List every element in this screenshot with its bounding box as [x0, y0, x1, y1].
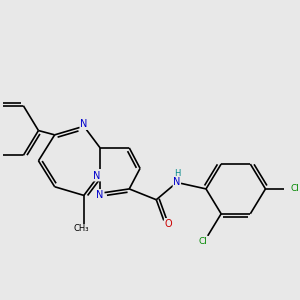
Text: N: N — [96, 190, 104, 200]
Text: O: O — [164, 218, 172, 229]
Text: Cl: Cl — [290, 184, 299, 194]
Text: Cl: Cl — [198, 237, 207, 246]
Text: N: N — [93, 171, 100, 181]
Text: N: N — [173, 177, 181, 188]
Text: H: H — [174, 169, 180, 178]
Text: CH₃: CH₃ — [74, 224, 89, 233]
Text: N: N — [80, 119, 88, 130]
